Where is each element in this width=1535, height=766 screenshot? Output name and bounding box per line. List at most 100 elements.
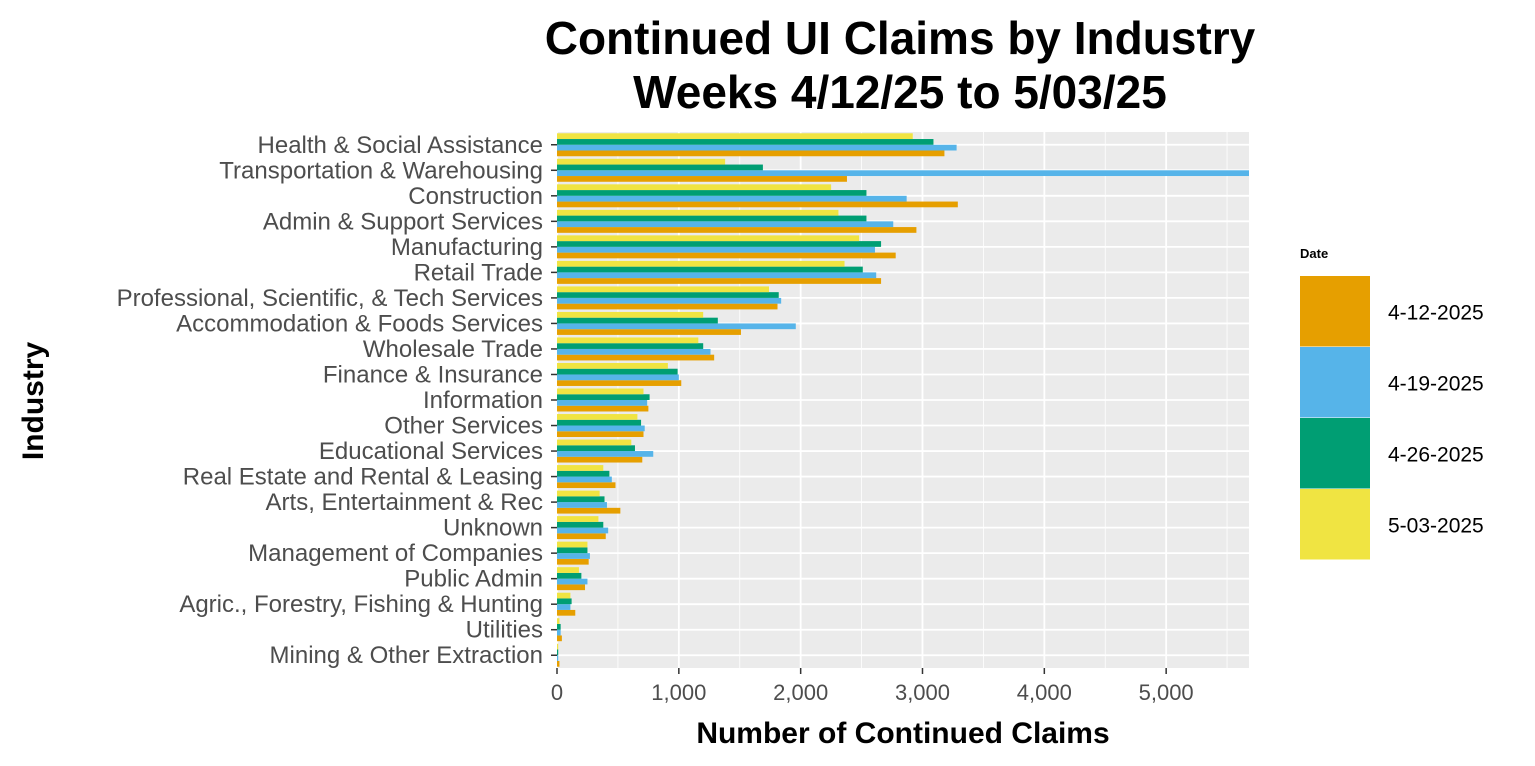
bar <box>557 439 632 446</box>
bar <box>557 592 571 599</box>
legend-key <box>1300 276 1370 347</box>
y-tick-label: Manufacturing <box>391 234 543 261</box>
bar <box>557 297 782 304</box>
bar <box>557 558 589 565</box>
y-tick-label: Other Services <box>384 413 543 440</box>
bar <box>557 190 867 196</box>
x-axis-ticks: 0 1,000 2,000 3,000 4,000 5,000 <box>551 668 1194 705</box>
bar <box>557 337 699 344</box>
bar <box>557 649 559 656</box>
x-tick-label: 1,000 <box>651 680 706 705</box>
y-tick-label: Admin & Support Services <box>263 208 543 235</box>
legend-key <box>1300 418 1370 489</box>
bar <box>557 470 610 477</box>
y-tick-label: Construction <box>408 183 543 210</box>
bar <box>557 414 638 420</box>
bar <box>557 329 741 335</box>
bar <box>557 419 642 426</box>
x-tick-label: 0 <box>551 680 563 705</box>
bar <box>557 388 644 395</box>
bar <box>557 227 917 233</box>
bar <box>557 323 796 330</box>
y-axis-title: Industry <box>17 342 50 461</box>
bar <box>557 572 582 579</box>
bar <box>557 246 875 253</box>
y-tick-label: Retail Trade <box>414 259 543 286</box>
bar <box>557 496 605 503</box>
bar <box>557 215 867 222</box>
legend-key <box>1300 489 1370 560</box>
chart-title: Continued UI Claims by Industry <box>544 12 1256 64</box>
bar <box>557 317 718 324</box>
bar <box>557 527 609 534</box>
bar <box>557 553 590 559</box>
bar <box>557 655 559 661</box>
x-tick-label: 4,000 <box>1017 680 1072 705</box>
bar <box>557 139 934 145</box>
bar <box>557 490 600 497</box>
bar <box>557 456 643 463</box>
y-tick-label: Wholesale Trade <box>363 336 543 363</box>
bar <box>557 221 894 228</box>
bar <box>557 260 845 267</box>
bar <box>557 629 561 636</box>
x-tick-label: 2,000 <box>773 680 828 705</box>
bar <box>557 465 604 471</box>
bar <box>557 533 606 540</box>
x-tick-label: 3,000 <box>895 680 950 705</box>
bar <box>557 176 847 182</box>
bar <box>557 158 726 165</box>
bar <box>557 516 599 522</box>
y-tick-label: Mining & Other Extraction <box>270 642 543 669</box>
bar <box>557 266 863 273</box>
bar <box>557 451 654 457</box>
y-tick-label: Professional, Scientific, & Tech Service… <box>117 285 543 312</box>
bar <box>557 150 945 157</box>
y-tick-label: Real Estate and Rental & Leasing <box>183 464 543 491</box>
bar <box>557 431 644 438</box>
legend-label: 4-19-2025 <box>1388 372 1484 395</box>
legend-title: Date <box>1300 246 1328 261</box>
x-axis-title: Number of Continued Claims <box>696 717 1109 750</box>
legend-label: 4-26-2025 <box>1388 443 1484 466</box>
bar <box>557 368 678 375</box>
bar <box>557 618 560 624</box>
bar <box>557 354 715 361</box>
y-tick-label: Educational Services <box>319 438 543 465</box>
y-tick-label: Health & Social Assistance <box>258 132 543 159</box>
bar <box>557 201 958 208</box>
bar <box>557 541 588 548</box>
bar <box>557 521 604 528</box>
y-tick-label: Agric., Forestry, Fishing & Hunting <box>179 591 543 618</box>
y-tick-label: Management of Companies <box>248 540 543 567</box>
legend-key <box>1300 347 1370 418</box>
bar <box>557 547 588 554</box>
bar <box>557 348 711 355</box>
bar <box>557 362 668 369</box>
y-tick-label: Utilities <box>466 617 543 644</box>
x-tick-label: 5,000 <box>1139 680 1194 705</box>
bar <box>557 584 586 591</box>
bar <box>557 292 779 298</box>
bar <box>557 286 769 293</box>
bar <box>557 578 588 585</box>
y-tick-label: Finance & Insurance <box>323 361 543 388</box>
bar <box>557 170 1249 177</box>
bar <box>557 400 648 406</box>
bar <box>557 482 616 489</box>
legend: Date 4-12-2025 4-19-2025 4-26-2025 5-03-202… <box>1300 246 1484 560</box>
bar <box>557 476 612 483</box>
bar <box>557 425 645 432</box>
bar <box>557 374 679 381</box>
y-tick-label: Public Admin <box>404 566 543 593</box>
bar <box>557 604 571 610</box>
y-tick-label: Transportation & Warehousing <box>219 157 543 184</box>
bar <box>557 133 913 140</box>
chart-subtitle: Weeks 4/12/25 to 5/03/25 <box>633 66 1167 118</box>
bar <box>557 502 607 508</box>
bar <box>557 144 957 151</box>
bar <box>557 278 882 284</box>
bar <box>557 445 635 452</box>
bars-group <box>557 133 1249 667</box>
